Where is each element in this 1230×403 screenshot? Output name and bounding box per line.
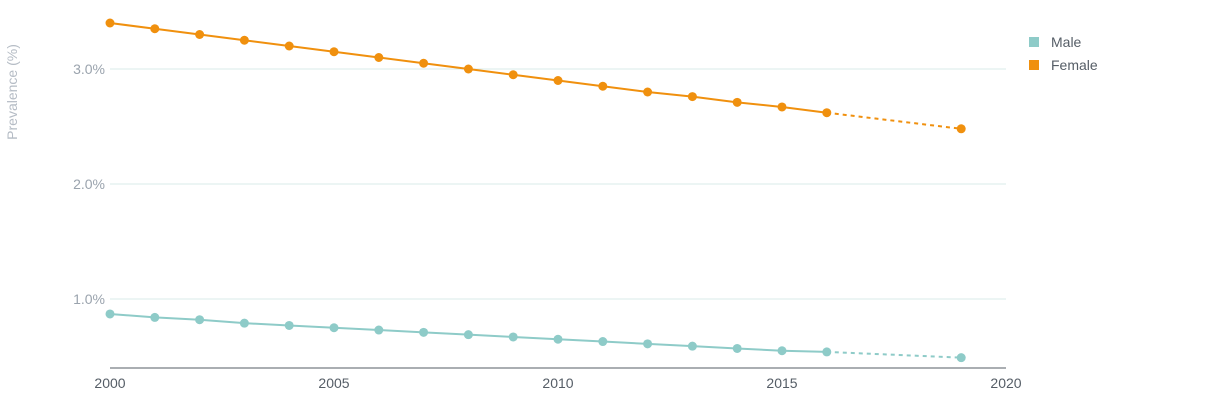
data-point-male[interactable] <box>553 334 563 344</box>
data-point-male[interactable] <box>956 353 966 363</box>
x-tick-label: 2000 <box>94 375 125 391</box>
y-axis-label: Prevalence (%) <box>4 44 20 140</box>
x-tick-label: 2005 <box>318 375 349 391</box>
data-point-male[interactable] <box>777 346 787 356</box>
series-projection-line-female <box>826 111 962 130</box>
gridlines <box>110 68 1006 300</box>
data-point-female[interactable] <box>822 108 832 118</box>
data-point-female[interactable] <box>732 97 742 107</box>
data-point-female[interactable] <box>598 81 608 91</box>
axes: 1.0% 2.0% 3.0% 2000 2005 2010 2015 2020 <box>73 61 1022 391</box>
data-point-male[interactable] <box>822 347 832 357</box>
y-tick-label: 3.0% <box>73 61 105 77</box>
series-layer <box>105 18 966 363</box>
data-point-male[interactable] <box>419 327 429 337</box>
legend-swatch-female <box>1029 60 1039 70</box>
data-point-male[interactable] <box>105 309 115 319</box>
data-point-female[interactable] <box>553 76 563 85</box>
legend-label-female[interactable]: Female <box>1051 57 1098 73</box>
data-point-male[interactable] <box>732 343 742 353</box>
x-tick-label: 2010 <box>542 375 573 391</box>
data-point-male[interactable] <box>598 337 608 347</box>
data-point-female[interactable] <box>374 53 384 62</box>
data-point-female[interactable] <box>508 70 518 80</box>
x-tick-label: 2020 <box>990 375 1021 391</box>
data-point-female[interactable] <box>643 87 653 97</box>
data-point-male[interactable] <box>284 320 294 330</box>
data-point-male[interactable] <box>239 318 249 328</box>
series-female <box>105 18 966 134</box>
data-point-male[interactable] <box>508 332 518 342</box>
legend-label-male[interactable]: Male <box>1051 34 1082 50</box>
data-point-female[interactable] <box>284 41 294 51</box>
data-point-male[interactable] <box>374 325 384 335</box>
data-point-male[interactable] <box>463 330 473 340</box>
data-point-male[interactable] <box>195 315 205 325</box>
x-tick-label: 2015 <box>766 375 797 391</box>
data-point-male[interactable] <box>687 341 697 351</box>
legend-swatch-male <box>1029 37 1039 47</box>
legend: Male Female <box>1029 34 1098 73</box>
data-point-female[interactable] <box>150 24 160 34</box>
series-projection-line-male <box>826 350 962 359</box>
data-point-female[interactable] <box>956 124 966 134</box>
data-point-female[interactable] <box>463 64 473 74</box>
data-point-male[interactable] <box>643 339 653 349</box>
data-point-male[interactable] <box>329 323 339 333</box>
data-point-female[interactable] <box>195 30 205 39</box>
data-point-female[interactable] <box>777 102 787 112</box>
data-point-male[interactable] <box>150 312 160 322</box>
y-tick-label: 2.0% <box>73 176 105 192</box>
series-male <box>105 309 966 363</box>
data-point-female[interactable] <box>105 18 115 28</box>
data-point-female[interactable] <box>329 47 339 57</box>
data-point-female[interactable] <box>239 35 249 45</box>
data-point-female[interactable] <box>419 58 429 68</box>
y-tick-label: 1.0% <box>73 291 105 307</box>
data-point-female[interactable] <box>687 92 697 102</box>
